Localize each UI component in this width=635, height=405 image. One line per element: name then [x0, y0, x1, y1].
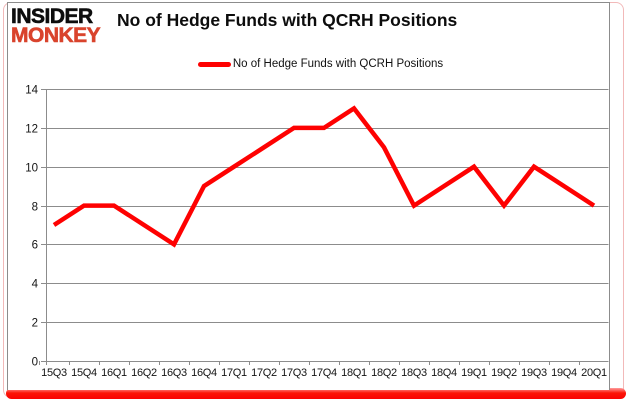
legend-label: No of Hedge Funds with QCRH Positions: [232, 58, 444, 70]
insider-monkey-logo: INSIDER MONKEY: [11, 5, 101, 47]
chart-title: No of Hedge Funds with QCRH Positions: [117, 10, 458, 30]
svg-text:19Q3: 19Q3: [521, 367, 547, 379]
svg-text:8: 8: [32, 202, 38, 214]
svg-text:17Q1: 17Q1: [221, 367, 247, 379]
svg-text:14: 14: [25, 85, 38, 97]
svg-text:16Q2: 16Q2: [131, 367, 157, 379]
svg-text:19Q1: 19Q1: [461, 367, 487, 379]
logo-text-monkey: MONKEY: [11, 24, 101, 47]
chart-panel: INSIDER MONKEY No of Hedge Funds with QC…: [7, 2, 610, 390]
svg-text:16Q3: 16Q3: [161, 367, 187, 379]
legend-line-swatch-icon: [197, 61, 231, 67]
svg-text:10: 10: [25, 163, 38, 175]
svg-text:18Q4: 18Q4: [431, 367, 457, 379]
svg-text:0: 0: [32, 357, 38, 369]
svg-text:18Q1: 18Q1: [341, 367, 367, 379]
svg-text:15Q4: 15Q4: [71, 367, 97, 379]
red-bottom-bar: [6, 388, 626, 399]
svg-text:17Q3: 17Q3: [281, 367, 307, 379]
svg-text:2: 2: [32, 318, 38, 330]
line-chart: 0 2 4 6 8 10 12 14 15Q3 15Q4 16Q1 16Q2 16Q3 16Q4 17Q1 1…: [25, 85, 609, 379]
logo-text-insider: INSIDER: [11, 5, 94, 28]
svg-text:18Q3: 18Q3: [401, 367, 427, 379]
svg-text:12: 12: [25, 124, 38, 136]
svg-text:6: 6: [32, 240, 38, 252]
svg-text:20Q1: 20Q1: [581, 367, 607, 379]
svg-text:18Q2: 18Q2: [371, 367, 397, 379]
svg-text:19Q2: 19Q2: [491, 367, 517, 379]
svg-text:15Q3: 15Q3: [41, 367, 67, 379]
svg-text:19Q4: 19Q4: [551, 367, 577, 379]
legend: No of Hedge Funds with QCRH Positions: [20, 58, 621, 70]
svg-text:17Q2: 17Q2: [251, 367, 277, 379]
svg-text:16Q1: 16Q1: [101, 367, 127, 379]
svg-text:4: 4: [32, 279, 39, 291]
svg-text:16Q4: 16Q4: [191, 367, 217, 379]
svg-text:17Q4: 17Q4: [311, 367, 337, 379]
